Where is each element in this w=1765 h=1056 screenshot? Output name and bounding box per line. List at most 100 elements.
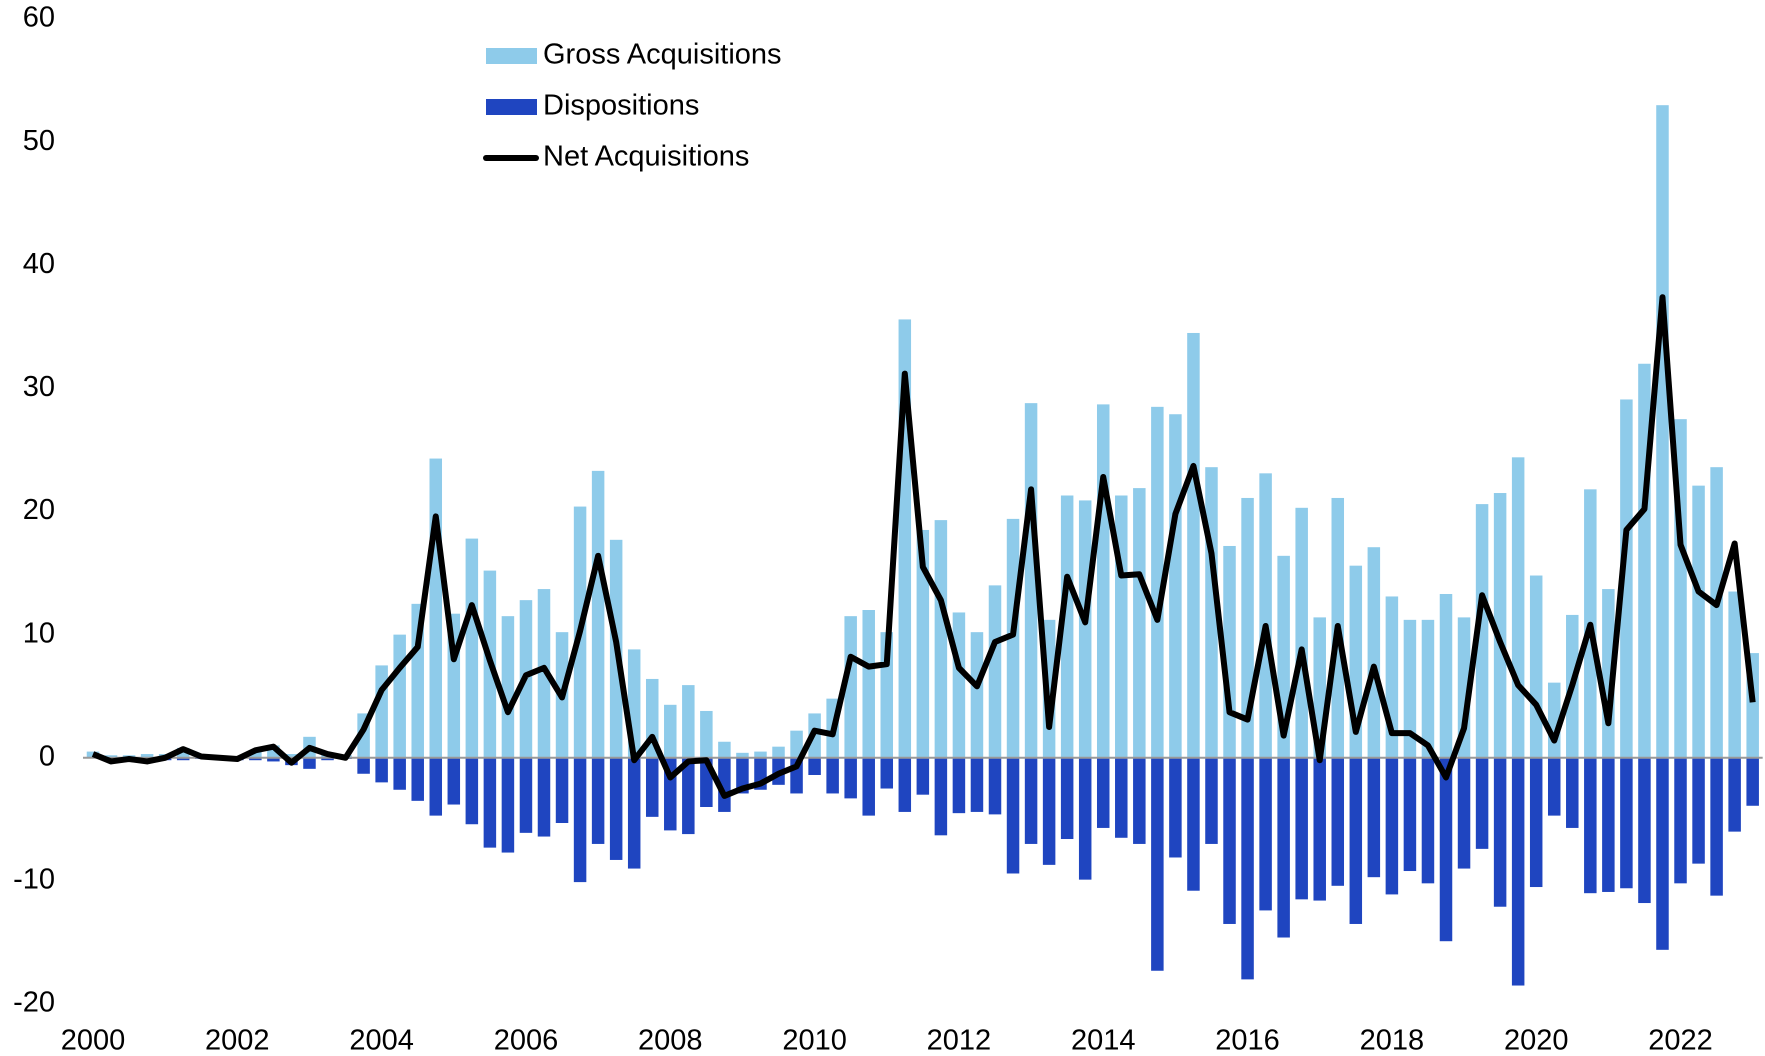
bar <box>1367 547 1381 758</box>
bar <box>934 520 948 758</box>
bar <box>1169 757 1182 858</box>
bar <box>898 757 912 812</box>
bar <box>682 685 695 758</box>
bar <box>176 747 190 758</box>
y-tick-label: 20 <box>23 494 55 526</box>
bar <box>1584 757 1597 894</box>
bar <box>393 634 406 758</box>
bar <box>1096 404 1110 758</box>
x-tick-label: 2014 <box>1071 1025 1136 1056</box>
x-tick-label: 2008 <box>638 1025 703 1056</box>
bar <box>970 757 984 812</box>
bar <box>1133 757 1146 844</box>
y-tick-label: 30 <box>23 371 55 403</box>
bar <box>285 754 298 758</box>
bar <box>1710 467 1723 758</box>
y-tick-label: -10 <box>13 864 55 896</box>
bar <box>519 757 533 833</box>
x-tick-label: 2010 <box>782 1025 847 1056</box>
bar <box>682 757 695 835</box>
bar <box>1547 757 1561 816</box>
bar <box>1151 406 1164 758</box>
bar <box>609 757 623 860</box>
bar <box>1006 757 1020 874</box>
bar <box>375 665 388 758</box>
bar <box>736 752 749 758</box>
bar <box>1692 485 1705 758</box>
bar <box>140 754 154 758</box>
bar <box>1223 757 1236 924</box>
bar <box>718 741 731 758</box>
bar <box>465 757 479 825</box>
bar <box>1566 757 1579 828</box>
bar <box>1529 575 1543 758</box>
bar <box>1439 757 1453 942</box>
bar <box>1078 757 1092 880</box>
bar <box>1042 757 1056 865</box>
bar <box>664 704 677 758</box>
bar <box>375 757 388 783</box>
bar <box>844 757 857 799</box>
bar <box>1169 414 1182 758</box>
bar <box>1746 757 1759 806</box>
bar <box>880 757 894 789</box>
bar <box>1475 504 1489 758</box>
bar <box>1295 757 1308 900</box>
bar <box>1674 757 1687 884</box>
bar <box>501 616 515 758</box>
bar <box>772 746 785 758</box>
bar <box>1439 593 1453 758</box>
x-tick-label: 2020 <box>1504 1025 1569 1056</box>
bar <box>1403 757 1417 872</box>
bar <box>303 757 316 769</box>
bar <box>411 757 424 801</box>
bar <box>1656 105 1669 758</box>
bar <box>555 757 569 824</box>
bar <box>916 529 930 758</box>
y-tick-label: 60 <box>23 2 55 34</box>
bar <box>1277 757 1290 938</box>
bar <box>1060 757 1074 840</box>
legend-label: Dispositions <box>543 90 699 122</box>
bar <box>862 610 875 758</box>
bar <box>1620 757 1633 889</box>
bar <box>176 757 190 761</box>
x-tick-label: 2002 <box>205 1025 270 1056</box>
bar <box>1349 757 1363 924</box>
bar <box>1638 757 1651 904</box>
bar <box>934 757 948 836</box>
bar <box>1313 757 1326 901</box>
bar <box>537 757 551 837</box>
y-tick-label: 40 <box>23 248 55 280</box>
bar <box>1259 473 1272 758</box>
bar <box>1511 757 1525 986</box>
x-tick-label: 2022 <box>1648 1025 1713 1056</box>
bar <box>808 757 821 775</box>
bar <box>1475 757 1489 849</box>
legend-label: Net Acquisitions <box>543 141 749 173</box>
line <box>91 294 1756 799</box>
bar <box>627 757 641 869</box>
bar <box>1728 757 1741 832</box>
bar <box>1367 757 1381 878</box>
bar <box>1728 591 1741 758</box>
bar <box>429 757 443 816</box>
y-tick-label: 0 <box>39 740 55 772</box>
bar <box>1421 757 1435 884</box>
bar <box>916 757 930 795</box>
bar <box>1656 757 1669 950</box>
x-tick-label: 2018 <box>1360 1025 1425 1056</box>
bar <box>862 757 875 816</box>
bar <box>1710 757 1723 896</box>
bar <box>447 757 461 805</box>
bar <box>1115 495 1128 758</box>
bar <box>1602 757 1615 892</box>
bar <box>988 585 1002 758</box>
bar <box>1295 507 1308 758</box>
bar <box>700 710 713 758</box>
bar <box>952 612 966 758</box>
bar <box>1133 488 1146 758</box>
bar <box>393 757 406 790</box>
bar <box>718 757 731 812</box>
bar <box>645 757 659 817</box>
